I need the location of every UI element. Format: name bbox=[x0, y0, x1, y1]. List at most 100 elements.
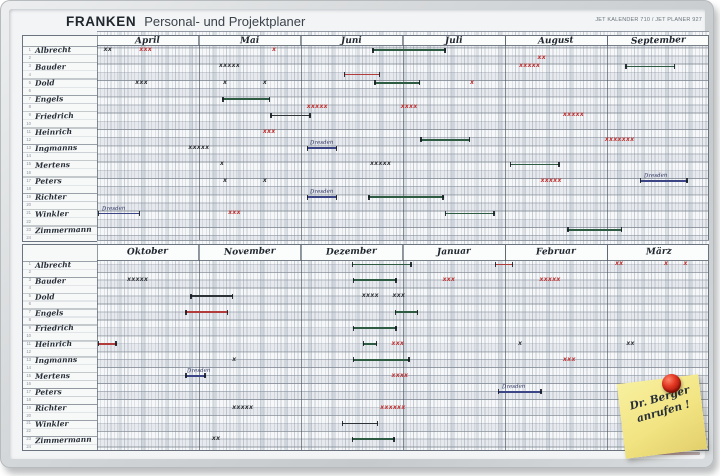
x-marks: xxx bbox=[391, 339, 405, 347]
month-header-cell: Dezember bbox=[301, 245, 404, 260]
row-number: 22 bbox=[26, 428, 31, 434]
person-name: Peters bbox=[34, 387, 62, 397]
x-marks: xxxx bbox=[361, 292, 379, 300]
row-number: 4 bbox=[28, 285, 31, 291]
row-number: 24 bbox=[26, 444, 31, 450]
row-number: 9 bbox=[28, 112, 31, 118]
person-name: Heinrich bbox=[34, 127, 73, 138]
x-marks: x bbox=[518, 339, 523, 347]
gantt-bar bbox=[494, 261, 513, 267]
half-year-border bbox=[22, 244, 709, 452]
row-number: 7 bbox=[28, 309, 31, 315]
month-header-cell: Juni bbox=[301, 36, 404, 45]
month-separator bbox=[606, 244, 608, 452]
month-header-cell: Oktober bbox=[97, 245, 199, 260]
magnet-pin bbox=[662, 374, 681, 393]
row-number: 19 bbox=[26, 193, 31, 199]
gantt-bar bbox=[368, 194, 444, 200]
bar-label: Dresden bbox=[309, 139, 334, 147]
row-number: 19 bbox=[26, 404, 31, 410]
row-number: 21 bbox=[26, 420, 31, 426]
x-marks: xx bbox=[103, 46, 113, 54]
x-marks: xxxx bbox=[400, 103, 418, 111]
gantt-bar bbox=[352, 357, 410, 363]
person-name: Mertens bbox=[34, 371, 71, 382]
gantt-bar bbox=[444, 210, 495, 216]
row-number: 17 bbox=[26, 388, 31, 394]
month-separator bbox=[198, 244, 200, 452]
x-marks: xx bbox=[537, 54, 546, 62]
x-marks: xxxxx bbox=[540, 176, 562, 184]
row-number: 18 bbox=[26, 185, 31, 191]
page-title: Personal- und Projektplaner bbox=[144, 14, 306, 29]
person-name: Engels bbox=[34, 94, 64, 105]
row-number: 14 bbox=[26, 364, 31, 370]
gantt-bar: Dresden bbox=[639, 173, 688, 184]
gantt-bar bbox=[509, 161, 560, 167]
row-number: 17 bbox=[26, 177, 31, 183]
gantt-bar bbox=[352, 325, 397, 331]
person-name: Zimmermann bbox=[34, 434, 92, 446]
row-number: 1 bbox=[28, 261, 31, 267]
x-marks: xx bbox=[615, 260, 624, 268]
row-number: 15 bbox=[26, 372, 31, 378]
row-number: 5 bbox=[28, 293, 31, 299]
row-number: 23 bbox=[26, 226, 31, 232]
person-name: Zimmermann bbox=[34, 224, 92, 236]
x-marks: x bbox=[220, 160, 225, 168]
person-name: Albrecht bbox=[34, 45, 72, 56]
gantt-bar bbox=[343, 72, 381, 78]
row-number: 10 bbox=[26, 120, 31, 126]
row-number: 18 bbox=[26, 396, 31, 402]
month-separator bbox=[606, 35, 608, 242]
person-name: Mertens bbox=[34, 159, 71, 170]
row-number: 5 bbox=[28, 79, 31, 85]
person-name: Dold bbox=[34, 291, 55, 302]
person-name: Winkler bbox=[34, 208, 69, 219]
month-header-cell: November bbox=[199, 245, 301, 260]
gantt-bar bbox=[222, 96, 271, 102]
row-number: 14 bbox=[26, 153, 31, 159]
month-separator bbox=[504, 244, 506, 452]
row-number: 12 bbox=[26, 136, 31, 142]
gantt-bar bbox=[374, 80, 421, 86]
person-name: Bauder bbox=[34, 275, 66, 286]
x-marks: xxxx bbox=[391, 371, 409, 379]
gantt-bar bbox=[352, 277, 397, 283]
month-separator bbox=[198, 35, 200, 242]
row-number: 3 bbox=[28, 277, 31, 283]
gantt-bar bbox=[351, 436, 395, 442]
x-marks: xx bbox=[211, 435, 221, 443]
x-marks: xxxxx bbox=[127, 276, 149, 284]
person-name: Richter bbox=[34, 403, 67, 413]
gantt-bar bbox=[190, 293, 234, 299]
row-number: 24 bbox=[26, 234, 31, 240]
row-number: 3 bbox=[28, 63, 31, 69]
board-header: FRANKEN Personal- und Projektplaner JET K… bbox=[66, 13, 704, 31]
brand-logo: FRANKEN bbox=[66, 14, 137, 29]
x-marks: xx bbox=[626, 339, 635, 347]
gantt-bar: Dresden bbox=[306, 140, 338, 151]
month-header-cell: Mai bbox=[199, 36, 301, 45]
row-number: 10 bbox=[26, 332, 31, 338]
row-number: 2 bbox=[28, 55, 31, 61]
row-number: 9 bbox=[28, 324, 31, 330]
x-marks: x bbox=[223, 78, 228, 86]
row-number: 12 bbox=[26, 348, 31, 354]
gantt-bar bbox=[185, 309, 229, 315]
row-number: 4 bbox=[28, 71, 31, 77]
bar-label: Dresden bbox=[501, 383, 526, 391]
month-separator bbox=[504, 35, 506, 242]
gantt-bar bbox=[625, 63, 676, 69]
month-header-cell: April bbox=[97, 36, 199, 45]
row-number: 13 bbox=[26, 144, 31, 150]
x-marks: xxxxx bbox=[519, 62, 541, 70]
gantt-bar bbox=[351, 261, 412, 267]
model-code: JET KALENDER 710 / JET PLANER 927 bbox=[595, 17, 702, 23]
person-name: Peters bbox=[34, 176, 62, 187]
row-number: 16 bbox=[26, 169, 31, 175]
x-marks: xxxxx bbox=[306, 103, 328, 111]
x-marks: xxx bbox=[228, 209, 241, 217]
gantt-bar bbox=[341, 420, 379, 426]
gantt-bar: Dresden bbox=[97, 205, 141, 216]
